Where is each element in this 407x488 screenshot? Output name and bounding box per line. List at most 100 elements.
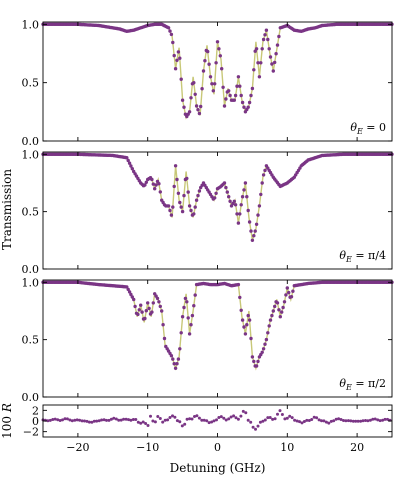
data-point bbox=[281, 305, 285, 310]
data-point bbox=[151, 419, 155, 423]
data-point bbox=[250, 86, 255, 91]
data-point bbox=[56, 418, 60, 422]
y-tick-label: 0.0 bbox=[22, 391, 40, 404]
data-point bbox=[190, 313, 195, 318]
data-point bbox=[220, 67, 224, 71]
data-point bbox=[105, 418, 108, 422]
data-point bbox=[310, 418, 314, 421]
data-point bbox=[136, 420, 140, 424]
data-point bbox=[146, 424, 150, 427]
data-point bbox=[190, 417, 194, 421]
data-point bbox=[197, 189, 202, 193]
data-point bbox=[261, 173, 266, 177]
data-point bbox=[324, 420, 328, 424]
panel-annotation: θE = 0 bbox=[350, 121, 386, 136]
data-point bbox=[168, 416, 172, 419]
data-point bbox=[136, 312, 140, 317]
data-point bbox=[256, 61, 260, 65]
data-point bbox=[346, 419, 350, 423]
data-point bbox=[199, 104, 203, 109]
data-point bbox=[270, 62, 274, 66]
data-point bbox=[300, 421, 304, 425]
data-point bbox=[217, 47, 221, 51]
data-point bbox=[193, 293, 197, 297]
data-point bbox=[151, 182, 155, 186]
data-point bbox=[242, 105, 246, 109]
data-point bbox=[210, 420, 214, 424]
data-point bbox=[196, 193, 200, 198]
data-point bbox=[134, 418, 138, 421]
data-point bbox=[224, 418, 228, 422]
data-point bbox=[130, 167, 134, 171]
data-point bbox=[163, 418, 167, 422]
data-point bbox=[233, 203, 238, 207]
data-point bbox=[169, 213, 174, 217]
data-point bbox=[233, 93, 238, 98]
data-point bbox=[378, 419, 382, 423]
data-point bbox=[376, 418, 380, 422]
data-point bbox=[207, 62, 211, 66]
data-point bbox=[58, 419, 62, 422]
data-point bbox=[236, 417, 240, 421]
data-point bbox=[256, 359, 260, 364]
data-point bbox=[217, 416, 221, 419]
data-point bbox=[251, 425, 255, 429]
data-point bbox=[381, 418, 385, 422]
data-point bbox=[212, 419, 216, 423]
data-point bbox=[109, 417, 113, 421]
data-point bbox=[147, 306, 151, 311]
data-point bbox=[307, 419, 311, 422]
data-point bbox=[207, 421, 211, 425]
data-point bbox=[249, 336, 253, 341]
data-point bbox=[119, 418, 123, 422]
residual-panel: −202 bbox=[23, 404, 393, 439]
data-point bbox=[364, 419, 367, 422]
data-point bbox=[293, 418, 297, 422]
data-point bbox=[271, 309, 275, 313]
data-point bbox=[245, 323, 249, 327]
data-point bbox=[258, 420, 262, 424]
data-point bbox=[287, 290, 291, 295]
data-point bbox=[232, 98, 236, 102]
data-point bbox=[185, 417, 189, 421]
data-point bbox=[122, 417, 126, 421]
data-point bbox=[334, 417, 338, 421]
data-point bbox=[312, 415, 316, 419]
data-point bbox=[180, 209, 185, 214]
transmission-panel-3: 0.0 0.5 1.0 θE = π/2 bbox=[22, 276, 394, 404]
data-point bbox=[171, 414, 174, 418]
data-point bbox=[229, 415, 233, 419]
data-point bbox=[278, 409, 282, 413]
data-point bbox=[171, 205, 175, 209]
data-point bbox=[129, 418, 133, 422]
data-point bbox=[264, 28, 269, 32]
data-point bbox=[203, 59, 207, 63]
data-point bbox=[97, 419, 101, 423]
data-point bbox=[157, 182, 161, 186]
data-point bbox=[197, 111, 202, 116]
data-point bbox=[129, 164, 133, 168]
data-point bbox=[371, 417, 375, 421]
data-point bbox=[125, 285, 129, 289]
axes-frame bbox=[42, 21, 393, 142]
data-point bbox=[260, 350, 264, 354]
data-point bbox=[185, 300, 189, 304]
data-point bbox=[224, 97, 228, 101]
data-point bbox=[320, 419, 323, 423]
data-point bbox=[240, 195, 245, 199]
data-point bbox=[171, 40, 175, 45]
data-point bbox=[368, 418, 372, 422]
data-point bbox=[100, 418, 104, 422]
y-tick-label: 0.0 bbox=[22, 135, 40, 148]
data-point bbox=[215, 418, 218, 422]
data-point bbox=[139, 421, 143, 425]
data-point bbox=[264, 337, 269, 342]
data-point bbox=[298, 420, 301, 424]
data-point bbox=[172, 184, 176, 189]
data-point bbox=[214, 191, 218, 195]
data-point bbox=[161, 420, 165, 424]
data-point bbox=[169, 354, 174, 358]
data-point bbox=[176, 357, 181, 361]
data-point bbox=[344, 419, 348, 423]
data-point bbox=[283, 417, 287, 421]
